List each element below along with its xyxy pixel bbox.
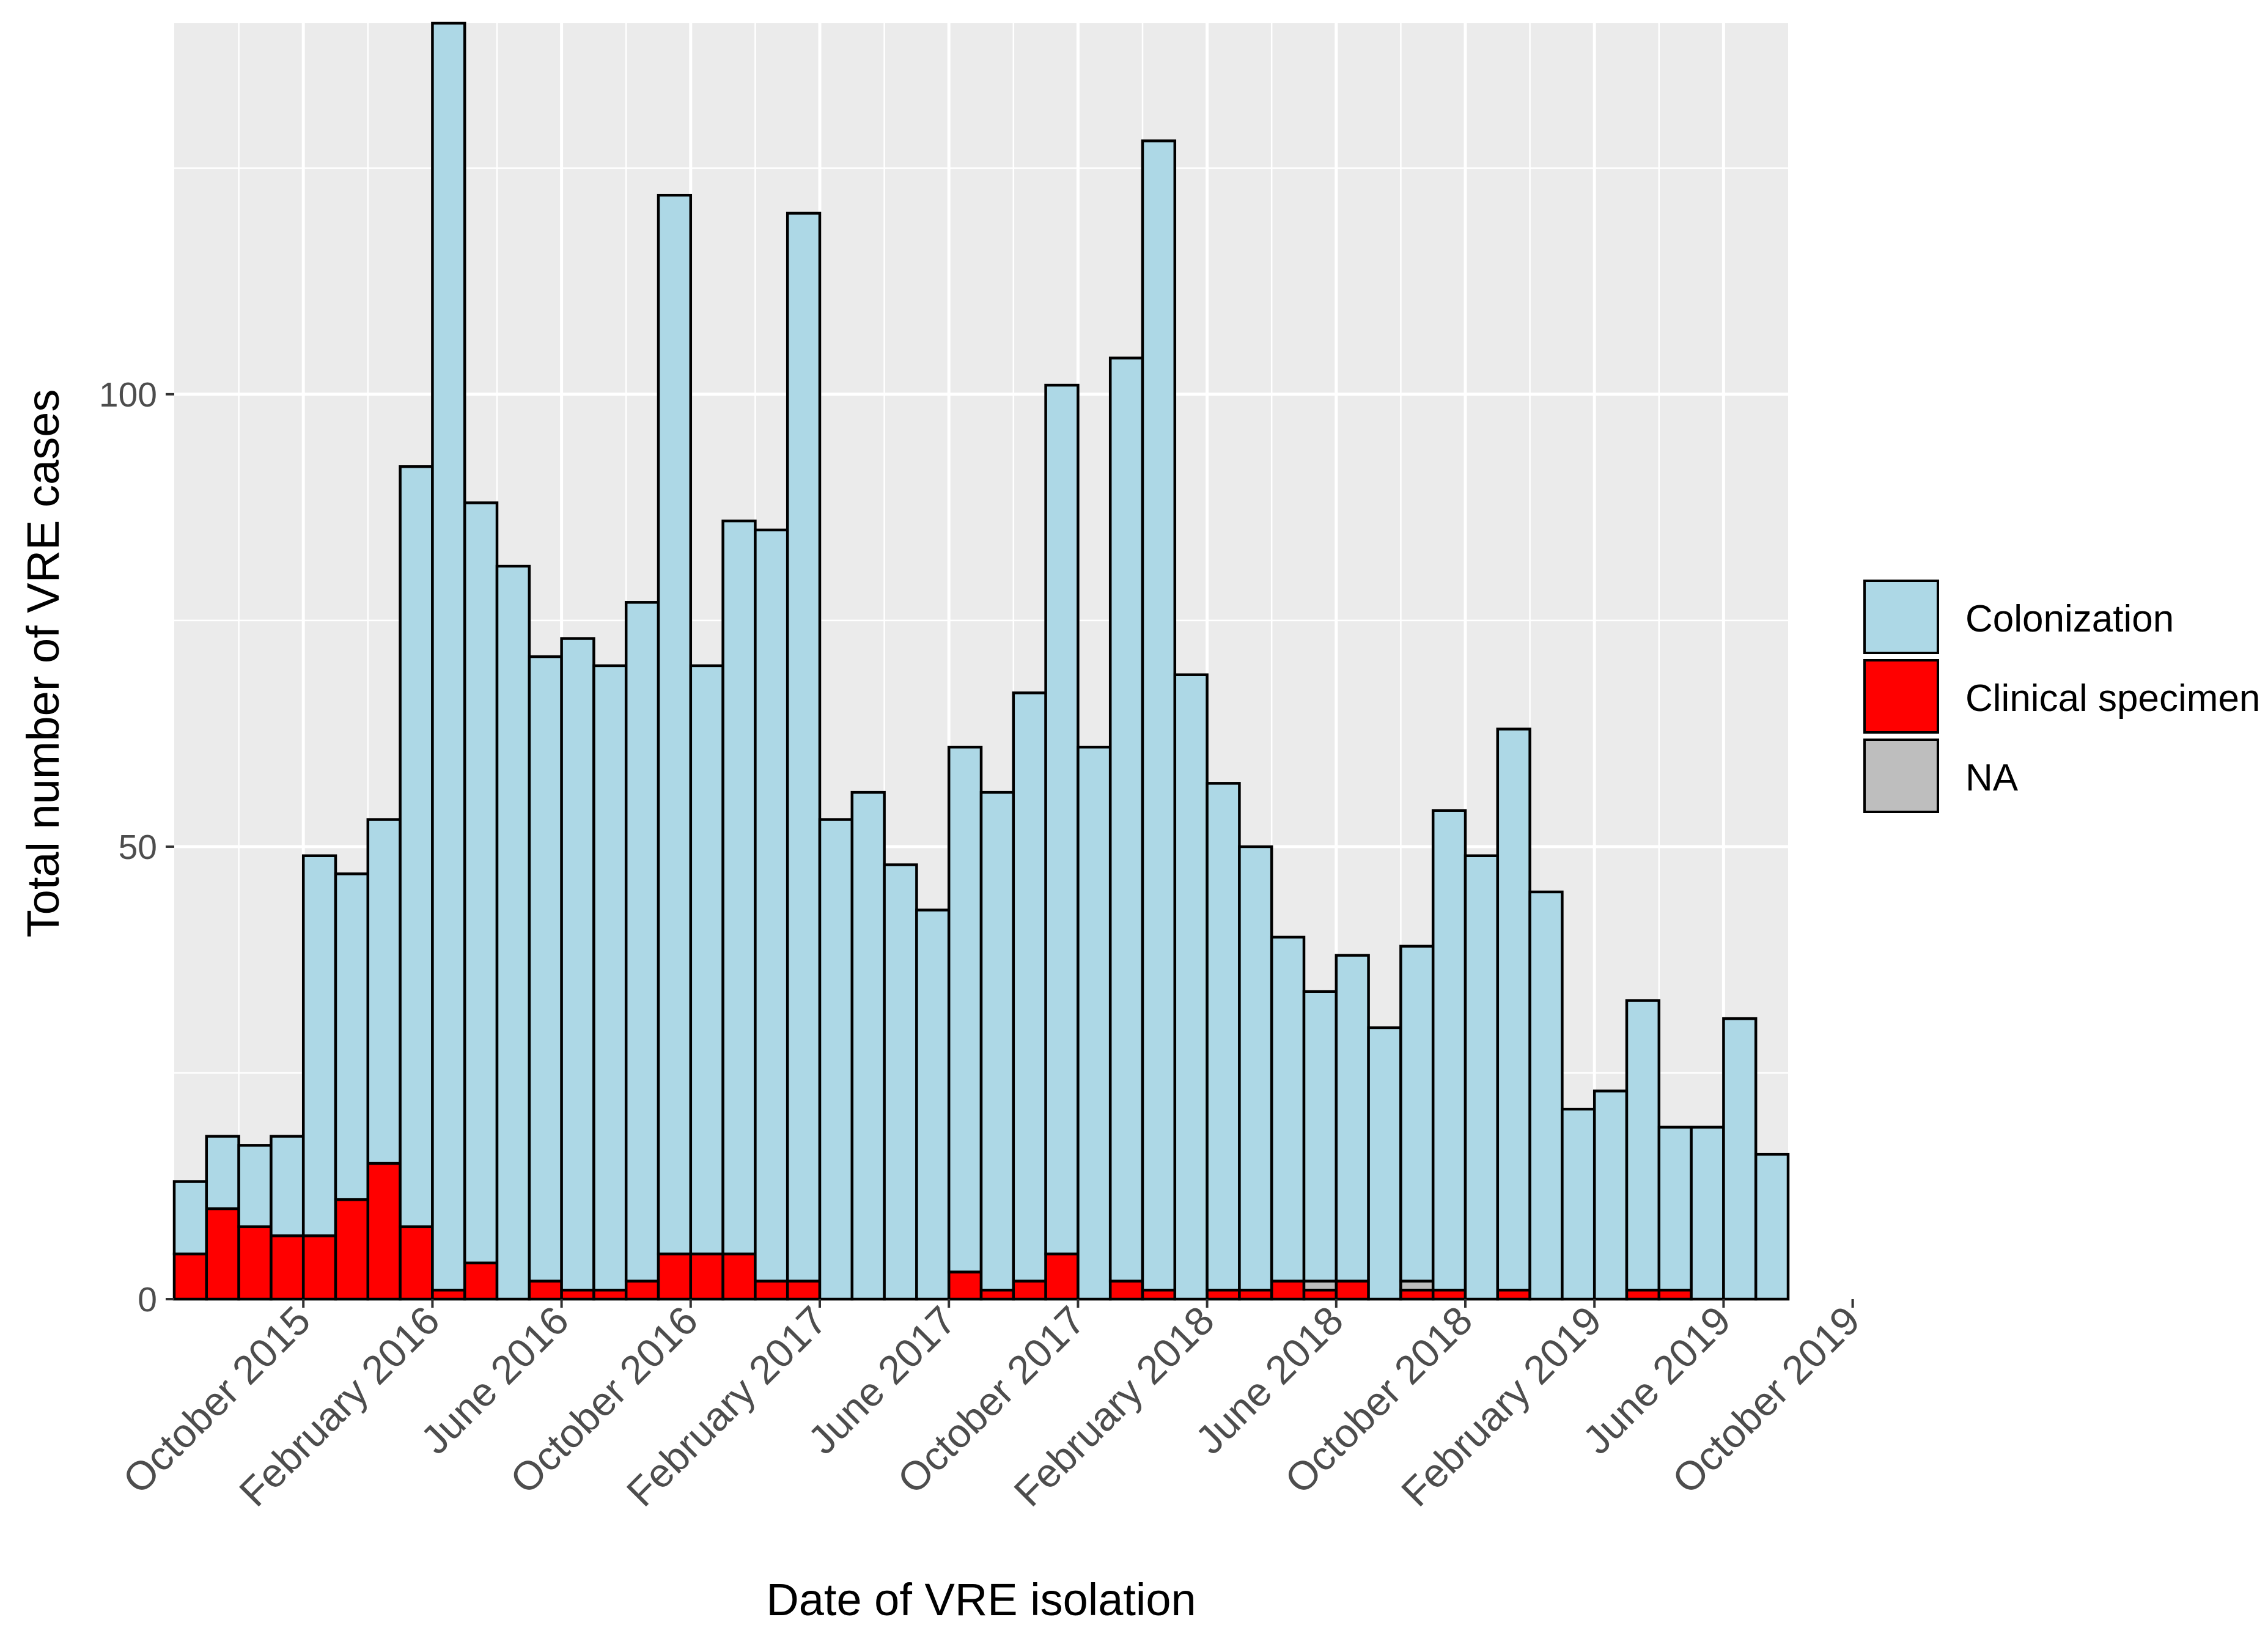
- bar-colonization: [1592, 1089, 1629, 1301]
- bar-colonization: [1206, 782, 1241, 1292]
- legend-key-clinical-specimen: [1863, 659, 1939, 734]
- bar-colonization: [1238, 845, 1273, 1292]
- bar-clinical-specimen: [754, 1280, 789, 1301]
- bar-clinical-specimen: [689, 1252, 724, 1301]
- bar-clinical-specimen: [1044, 1252, 1080, 1301]
- bar-colonization: [1496, 728, 1531, 1292]
- bar-colonization: [624, 601, 660, 1283]
- bar-colonization: [1399, 945, 1435, 1283]
- bar-colonization: [721, 519, 757, 1256]
- bar-clinical-specimen: [301, 1234, 337, 1301]
- bar-clinical-specimen: [1335, 1280, 1370, 1301]
- legend-label-colonization: Colonization: [1965, 598, 2174, 640]
- y-axis-title: Total number of VRE cases: [18, 389, 68, 938]
- bar-colonization: [1044, 383, 1080, 1256]
- x-axis-title: Date of VRE isolation: [766, 1574, 1196, 1625]
- bar-colonization: [431, 21, 466, 1292]
- bar-clinical-specimen: [270, 1234, 305, 1301]
- bar-colonization: [818, 818, 854, 1301]
- bar-colonization: [689, 664, 724, 1256]
- bar-colonization: [399, 465, 434, 1228]
- y-tick-label: 50: [119, 828, 157, 867]
- bar-colonization: [560, 637, 595, 1292]
- bar-colonization: [270, 1135, 305, 1237]
- bar-colonization: [172, 1180, 208, 1256]
- bar-colonization: [1108, 356, 1144, 1283]
- bar-clinical-specimen: [1270, 1280, 1306, 1301]
- bar-colonization: [463, 501, 499, 1265]
- bar-colonization: [301, 854, 337, 1237]
- legend-key-colonization: [1863, 580, 1939, 654]
- bar-colonization: [205, 1135, 240, 1210]
- bar-colonization: [786, 212, 822, 1283]
- bar-colonization: [1561, 1107, 1596, 1301]
- bar-clinical-specimen: [205, 1207, 240, 1301]
- bar-clinical-specimen: [172, 1252, 208, 1301]
- legend: Colonization Clinical specimen NA: [1863, 580, 2260, 813]
- y-tick-label: 100: [99, 375, 157, 415]
- bar-colonization: [1335, 954, 1370, 1283]
- bar-clinical-specimen: [1012, 1280, 1047, 1301]
- bars-group: [172, 21, 1790, 1301]
- bar-colonization: [1012, 691, 1047, 1283]
- bar-colonization: [366, 818, 402, 1165]
- bar-colonization: [1625, 999, 1661, 1292]
- bar-colonization: [883, 863, 918, 1301]
- bar-colonization: [1367, 1026, 1402, 1301]
- bar-colonization: [657, 193, 693, 1256]
- bar-clinical-specimen: [334, 1198, 370, 1301]
- bar-colonization: [528, 655, 563, 1283]
- bar-colonization: [915, 908, 951, 1301]
- bar-colonization: [1657, 1126, 1693, 1292]
- bar-colonization: [495, 564, 531, 1301]
- bar-colonization: [1754, 1152, 1790, 1301]
- bar-clinical-specimen: [657, 1252, 693, 1301]
- bar-clinical-specimen: [528, 1280, 563, 1301]
- bar-colonization: [1690, 1126, 1725, 1301]
- bar-colonization: [334, 872, 370, 1201]
- bar-colonization: [1722, 1017, 1758, 1301]
- bar-clinical-specimen: [463, 1261, 499, 1301]
- bar-colonization: [237, 1144, 273, 1228]
- bar-colonization: [979, 790, 1015, 1292]
- legend-key-na: [1863, 739, 1939, 813]
- bar-colonization: [1173, 673, 1209, 1301]
- y-axis: 0 50 100: [99, 375, 174, 1319]
- bar-clinical-specimen: [237, 1225, 273, 1301]
- bar-colonization: [1528, 890, 1564, 1301]
- bar-colonization: [592, 664, 628, 1292]
- bar-colonization: [754, 528, 789, 1283]
- bar-clinical-specimen: [624, 1280, 660, 1301]
- bar-clinical-specimen: [1108, 1280, 1144, 1301]
- bar-clinical-specimen: [947, 1270, 983, 1301]
- bar-colonization: [1431, 809, 1467, 1292]
- legend-label-clinical-specimen: Clinical specimen: [1965, 677, 2260, 720]
- legend-label-na: NA: [1965, 757, 2019, 799]
- bar-colonization: [947, 745, 983, 1273]
- bar-colonization: [1464, 854, 1500, 1301]
- bar-colonization: [1270, 935, 1306, 1283]
- bar-clinical-specimen: [399, 1225, 434, 1301]
- bar-clinical-specimen: [786, 1280, 822, 1301]
- bar-colonization: [1302, 990, 1338, 1283]
- bar-colonization: [1077, 745, 1112, 1301]
- bar-clinical-specimen: [721, 1252, 757, 1301]
- bar-colonization: [1141, 139, 1177, 1292]
- bar-colonization: [850, 790, 886, 1301]
- y-tick-label: 0: [138, 1280, 157, 1319]
- bar-clinical-specimen: [366, 1162, 402, 1301]
